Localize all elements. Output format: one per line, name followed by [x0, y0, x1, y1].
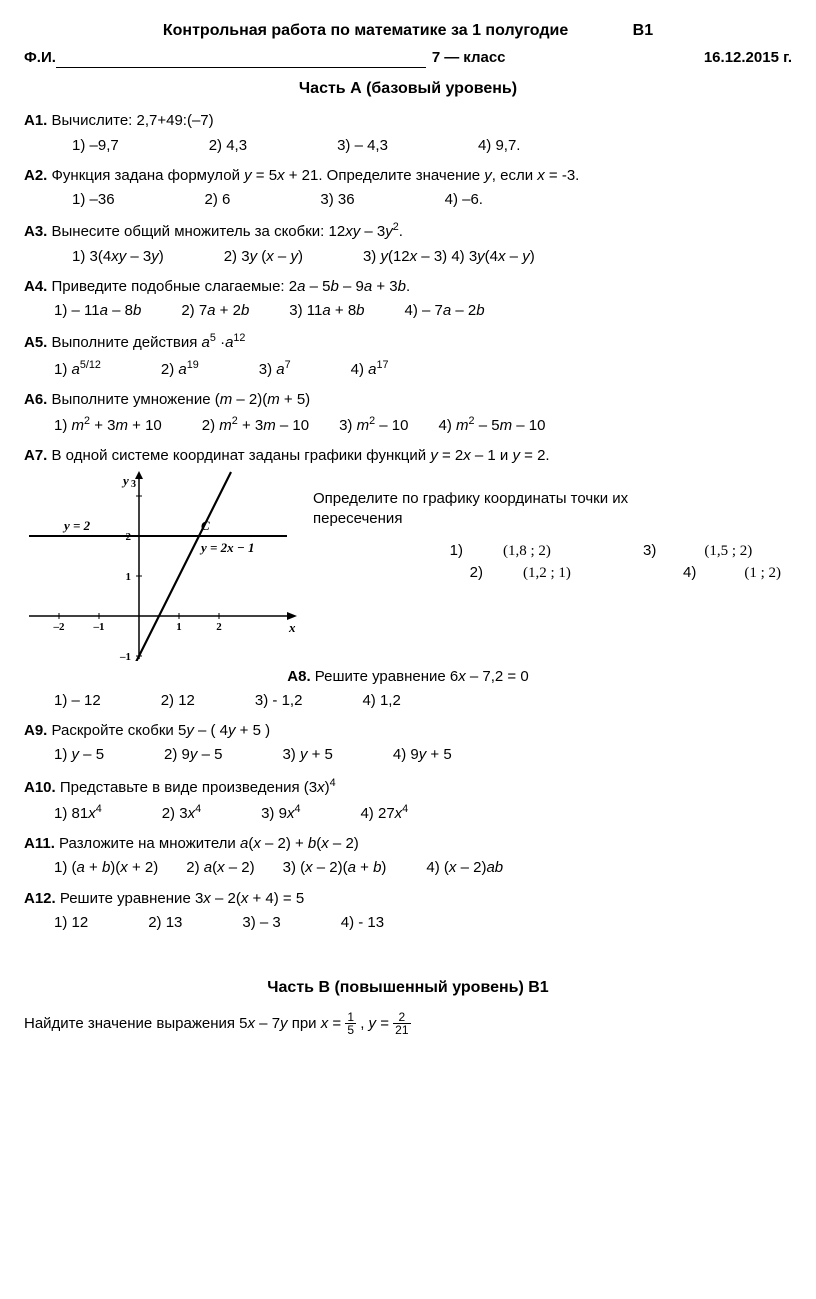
name-underline: [56, 48, 426, 68]
svg-text:y = 2: y = 2: [62, 518, 91, 533]
part-a-header: Часть А (базовый уровень): [24, 78, 792, 100]
a2-options: 1) –36 2) 6 3) 36 4) –6.: [72, 190, 792, 210]
svg-text:y = 2x − 1: y = 2x − 1: [199, 540, 255, 555]
svg-text:C: C: [201, 518, 210, 533]
q-a11: А11. Разложите на множители a(x – 2) + b…: [24, 834, 792, 854]
a8-options: 1) – 12 2) 12 3) - 1,2 4) 1,2: [54, 691, 792, 711]
svg-text:x: x: [288, 620, 296, 635]
a5-options: 1) a5/12 2) a19 3) a7 4) a17: [54, 358, 792, 380]
a11-options: 1) (a + b)(x + 2) 2) a(x – 2) 3) (x – 2)…: [54, 858, 792, 878]
part-b-header: Часть В (повышенный уровень) В1: [24, 977, 792, 999]
a7-block: –2–112–112y = 2y = 2x − 1Cy3x Определите…: [24, 471, 792, 661]
q-a2: А2. Функция задана формулой у = 5x + 21.…: [24, 166, 792, 186]
q-a3: А3. Вынесите общий множитель за скобки: …: [24, 220, 792, 242]
q-a7: А7. В одной системе координат заданы гра…: [24, 446, 792, 466]
q-a1: А1. Вычислите: 2,7+49:(–7): [24, 111, 792, 131]
svg-text:1: 1: [176, 621, 182, 633]
a7-right-text: Определите по графику координаты точки и…: [313, 471, 816, 586]
a1-options: 1) –9,7 2) 4,3 3) – 4,3 4) 9,7.: [72, 136, 792, 156]
fi-label: Ф.И.: [24, 48, 56, 68]
svg-text:1: 1: [126, 571, 132, 583]
q-a6: А6. Выполните умножение (m – 2)(m + 5): [24, 390, 792, 410]
a7-graph: –2–112–112y = 2y = 2x − 1Cy3x: [24, 471, 299, 661]
svg-text:–1: –1: [119, 651, 131, 661]
a12-options: 1) 12 2) 13 3) – 3 4) - 13: [54, 913, 792, 933]
q-a5: А5. Выполните действия a5 ·a12: [24, 331, 792, 353]
q-a12: А12. Решите уравнение 3x – 2(x + 4) = 5: [24, 889, 792, 909]
fraction-1: 15: [345, 1011, 356, 1037]
grade-word: класс: [463, 48, 505, 68]
q-a4: А4. Приведите подобные слагаемые: 2a – 5…: [24, 277, 792, 297]
a6-options: 1) m2 + 3m + 10 2) m2 + 3m – 10 3) m2 – …: [54, 414, 792, 436]
q-a8: А8. Решите уравнение 6x – 7,2 = 0: [24, 667, 792, 687]
a4-options: 1) – 11a – 8b 2) 7a + 2b 3) 11a + 8b 4) …: [54, 301, 792, 321]
grade-num: 7: [432, 48, 440, 68]
sub-header: Ф.И. 7 — класс 16.12.2015 г.: [24, 48, 792, 68]
a10-options: 1) 81x4 2) 3x4 3) 9x4 4) 27x4: [54, 802, 792, 824]
doc-title: Контрольная работа по математике за 1 по…: [24, 20, 792, 42]
title-text: Контрольная работа по математике за 1 по…: [163, 22, 568, 39]
q-a9: А9. Раскройте скобки 5y – ( 4y + 5 ): [24, 721, 792, 741]
grade-dash: —: [444, 48, 459, 68]
a3-options: 1) 3(4xy – 3y) 2) 3y (x – y) 3) y(12x – …: [72, 247, 792, 267]
q-b1: Найдите значение выражения 5x – 7y при x…: [24, 1011, 792, 1037]
svg-text:3: 3: [131, 479, 136, 490]
a9-options: 1) y – 5 2) 9y – 5 3) y + 5 4) 9y + 5: [54, 745, 792, 765]
svg-text:2: 2: [216, 621, 222, 633]
variant-label: В1: [633, 20, 653, 42]
date: 16.12.2015 г.: [704, 48, 792, 68]
svg-text:–2: –2: [53, 621, 66, 633]
svg-text:–1: –1: [93, 621, 105, 633]
fraction-2: 221: [393, 1011, 410, 1037]
svg-text:y: y: [121, 473, 129, 488]
a7-options: 1) (1,8 ; 2) 3) (1,5 ; 2) 2) (1,2 ; 1) 4…: [313, 541, 816, 584]
q-a10: А10. Представьте в виде произведения (3x…: [24, 776, 792, 798]
